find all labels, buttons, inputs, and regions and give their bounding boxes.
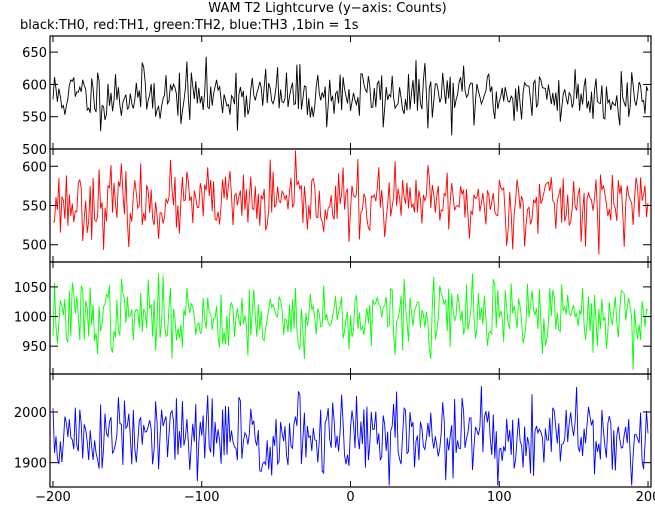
panel-frame-th0: [49, 35, 652, 150]
y-tick-label: 550: [22, 111, 47, 126]
y-tick-label: 500: [22, 239, 47, 254]
y-tick-label: 650: [22, 46, 47, 61]
y-tick-label: 1000: [14, 311, 47, 326]
y-tick-label: 600: [22, 160, 47, 175]
series-line-th2: [52, 273, 649, 370]
panel-frame-th3: [49, 373, 652, 488]
y-tick-label: 1900: [14, 457, 47, 472]
y-tick-label: 1050: [14, 281, 47, 296]
chart-title: WAM T2 Lightcurve (y−axis: Counts): [208, 1, 447, 16]
y-tick-label: 2000: [14, 406, 47, 421]
x-tick-label: 0: [346, 490, 354, 505]
series-line-th0: [52, 56, 649, 136]
y-tick-label: 950: [22, 340, 47, 355]
x-tick-label: 200: [636, 490, 655, 505]
chart-subtitle: black:TH0, red:TH1, green:TH2, blue:TH3 …: [20, 18, 359, 33]
x-tick-label: −100: [184, 490, 220, 505]
x-tick-label: −200: [35, 490, 71, 505]
x-tick-label: 100: [487, 490, 512, 505]
y-tick-label: 550: [22, 200, 47, 215]
series-line-th3: [52, 386, 649, 486]
series-line-th1: [52, 150, 649, 255]
y-tick-label: 600: [22, 78, 47, 93]
y-tick-label: 500: [22, 143, 47, 158]
